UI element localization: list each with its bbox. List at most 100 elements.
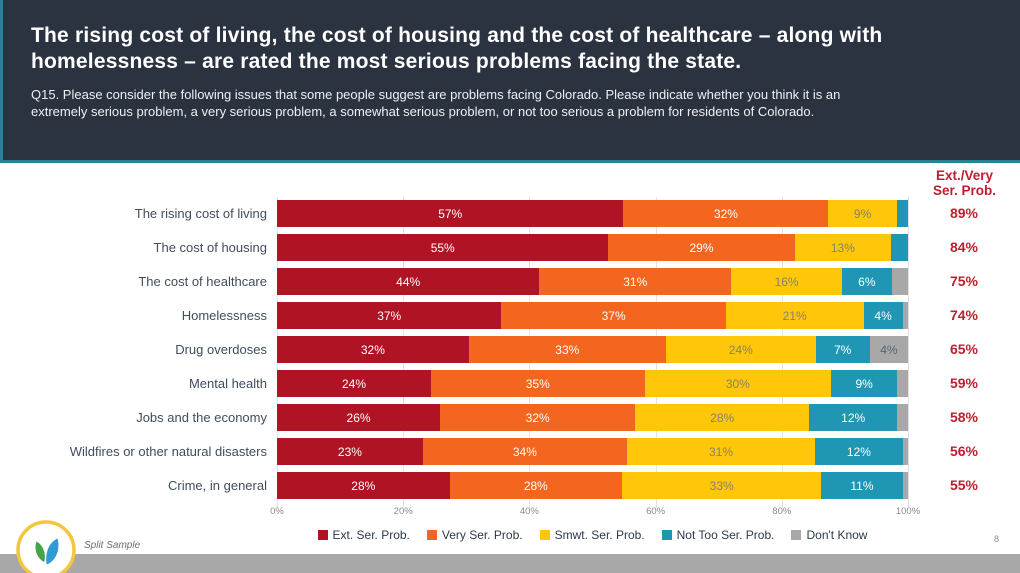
- bar-segment-nottoo: 6%: [841, 268, 892, 295]
- bar-segment-nottoo: 12%: [815, 438, 903, 465]
- chart-row: Wildfires or other natural disasters 23% 3…: [0, 438, 1020, 465]
- bar-segment-very: 28%: [449, 472, 623, 499]
- bar-segment-nottoo: [891, 234, 908, 261]
- legend-label: Ext. Ser. Prob.: [332, 528, 410, 542]
- bar-value-label: 57%: [438, 206, 463, 221]
- bar-track: 23% 34% 31% 12%: [277, 438, 908, 465]
- bar-value-label: 44%: [396, 274, 421, 289]
- category-label: Jobs and the economy: [136, 410, 267, 425]
- legend-swatch-icon: [426, 530, 437, 540]
- bar-segment-smwt: 31%: [626, 438, 816, 465]
- bar-track: 55% 29% 13%: [277, 234, 908, 261]
- bar-track: 24% 35% 30% 9%: [277, 370, 908, 397]
- x-axis-tick: 80%: [772, 506, 792, 517]
- x-axis-tick: 40%: [519, 506, 539, 517]
- bar-value-label: 28%: [351, 478, 376, 493]
- legend-label: Smwt. Ser. Prob.: [554, 528, 645, 542]
- bar-value-label: 31%: [623, 274, 648, 289]
- bar-value-label: 16%: [774, 274, 799, 289]
- bar-value-label: 55%: [430, 240, 455, 255]
- bar-track: 44% 31% 16% 6%: [277, 268, 909, 295]
- split-sample-note: Split Sample: [84, 540, 141, 551]
- bar-value-label: 4%: [880, 342, 898, 357]
- legend-item-smwt: Smwt. Ser. Prob.: [539, 528, 645, 542]
- bar-segment-ext: 55%: [277, 234, 609, 261]
- chart-row: Jobs and the economy 26% 32% 28% 12% 58%: [0, 404, 1020, 431]
- bar-segment-very: 35%: [431, 370, 645, 397]
- bar-value-label: 9%: [853, 206, 872, 221]
- chart-row: The rising cost of living 57% 32% 9% 89%: [0, 200, 1020, 227]
- legend-swatch-icon: [539, 530, 550, 540]
- legend-item-nottoo: Not Too Ser. Prob.: [661, 528, 775, 542]
- bar-segment-smwt: 33%: [622, 472, 822, 499]
- bar-segment-smwt: 30%: [644, 370, 832, 397]
- x-axis-tick: 60%: [646, 506, 666, 517]
- sprout-leaves-logo-icon: [15, 519, 77, 573]
- bar-value-label: 26%: [346, 410, 371, 425]
- bar-segment-ext: 26%: [277, 404, 441, 431]
- bar-value-label: 37%: [377, 308, 402, 323]
- bar-segment-ext: 23%: [277, 438, 423, 465]
- bar-segment-smwt: 24%: [665, 336, 816, 363]
- summary-value: 75%: [949, 273, 979, 289]
- bar-segment-dk: 4%: [869, 336, 909, 363]
- bar-segment-dk: [891, 268, 909, 295]
- bar-segment-nottoo: 4%: [863, 302, 903, 329]
- bar-value-label: 9%: [855, 376, 873, 391]
- legend-swatch-icon: [791, 530, 802, 540]
- bar-segment-smwt: 16%: [731, 268, 842, 295]
- category-label: Homelessness: [181, 308, 267, 323]
- legend-item-very: Very Ser. Prob.: [426, 528, 523, 542]
- bar-segment-very: 37%: [501, 302, 726, 329]
- x-axis: 0% 20% 40% 60% 80% 100%: [270, 506, 920, 519]
- legend-label: Not Too Ser. Prob.: [676, 528, 775, 542]
- bar-segment-dk: [902, 438, 908, 465]
- bar-segment-smwt: 28%: [635, 404, 810, 431]
- bar-segment-very: 31%: [539, 268, 732, 295]
- bar-value-label: 37%: [601, 308, 626, 323]
- stacked-bar-chart: Ext./Very Ser. Prob. The rising cost of …: [0, 168, 1020, 542]
- bar-segment-dk: [902, 302, 908, 329]
- bar-segment-very: 32%: [440, 404, 636, 431]
- chart-row: Mental health 24% 35% 30% 9% 59%: [0, 370, 1020, 397]
- bar-value-label: 13%: [830, 240, 855, 255]
- legend-swatch-icon: [317, 530, 328, 540]
- bar-segment-very: 32%: [623, 200, 829, 227]
- category-label: The cost of healthcare: [138, 274, 267, 289]
- chart-row: Crime, in general 28% 28% 33% 11% 55%: [0, 472, 1020, 499]
- bar-segment-very: 34%: [422, 438, 627, 465]
- bar-segment-very: 33%: [468, 336, 666, 363]
- category-label: Wildfires or other natural disasters: [69, 444, 267, 459]
- bar-value-label: 12%: [841, 410, 866, 425]
- chart-row: Homelessness 37% 37% 21% 4% 74%: [0, 302, 1020, 329]
- bar-value-label: 12%: [846, 444, 871, 459]
- bar-segment-nottoo: [896, 200, 908, 227]
- bar-track: 28% 28% 33% 11%: [277, 472, 908, 499]
- bar-track: 37% 37% 21% 4%: [277, 302, 908, 329]
- bar-segment-smwt: 21%: [725, 302, 864, 329]
- bar-segment-ext: 28%: [277, 472, 450, 499]
- bar-segment-nottoo: 9%: [831, 370, 898, 397]
- bar-value-label: 35%: [525, 376, 550, 391]
- bar-value-label: 34%: [512, 444, 537, 459]
- summary-value: 56%: [949, 443, 979, 459]
- bar-value-label: 4%: [874, 308, 892, 323]
- bar-value-label: 31%: [709, 444, 734, 459]
- bar-value-label: 32%: [713, 206, 738, 221]
- category-label: The cost of housing: [153, 240, 267, 255]
- x-axis-tick: 0%: [270, 506, 284, 517]
- bar-segment-dk: [897, 404, 908, 431]
- legend-item-dk: Don't Know: [791, 528, 867, 542]
- bar-segment-ext: 37%: [277, 302, 502, 329]
- bar-segment-very: 29%: [608, 234, 795, 261]
- chart-row: The cost of healthcare 44% 31% 16% 6% 75%: [0, 268, 1020, 295]
- summary-value: 84%: [949, 239, 979, 255]
- bar-value-label: 28%: [710, 410, 735, 425]
- summary-value: 58%: [949, 409, 979, 425]
- gridline: [908, 197, 909, 508]
- footer-bar: [0, 554, 1020, 573]
- slide-title: The rising cost of living, the cost of h…: [31, 24, 883, 74]
- x-axis-tick: 20%: [393, 506, 413, 517]
- bar-segment-smwt: 9%: [828, 200, 897, 227]
